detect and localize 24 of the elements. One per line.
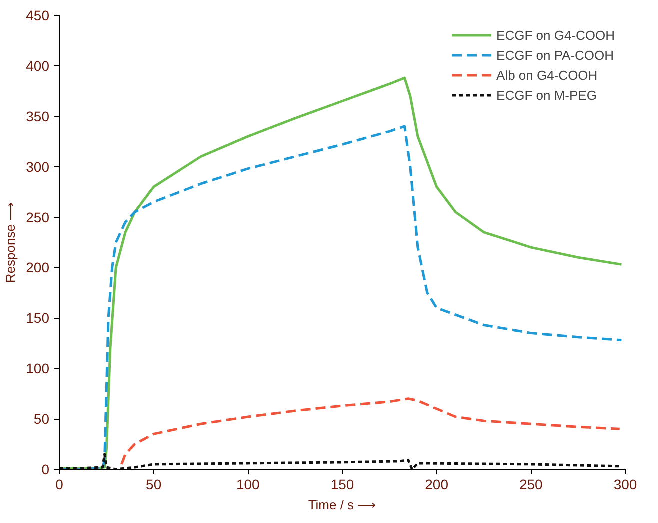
y-tick-label: 150 [26,310,50,326]
y-tick-label: 250 [26,209,50,226]
y-tick-label: 400 [26,58,50,74]
legend-label: ECGF on PA-COOH [496,48,614,62]
line-series [120,398,622,466]
x-tick-label: 0 [56,476,64,492]
x-tick-label: 50 [146,476,162,492]
x-tick-label: 300 [614,476,638,492]
x-tick-label: 250 [519,476,544,492]
y-tick-label: 0 [42,462,50,478]
y-axis-title: Response ⟶ [3,202,18,284]
y-tick-label: 450 [26,8,50,24]
x-tick-label: 200 [425,476,449,492]
x-tick-label: 150 [330,476,354,492]
legend-label: ECGF on M-PEG [496,88,597,102]
y-tick-label: 300 [26,158,50,175]
y-tick-label: 50 [34,411,50,428]
legend-label: Alb on G4-COOH [496,68,598,82]
x-tick-label: 100 [236,476,260,492]
y-tick-label: 200 [26,260,50,276]
y-tick-label: 350 [26,108,50,124]
x-axis-title: Time / s ⟶ [308,498,377,512]
y-tick-label: 100 [26,360,50,377]
legend-label: ECGF on G4-COOH [496,28,615,42]
